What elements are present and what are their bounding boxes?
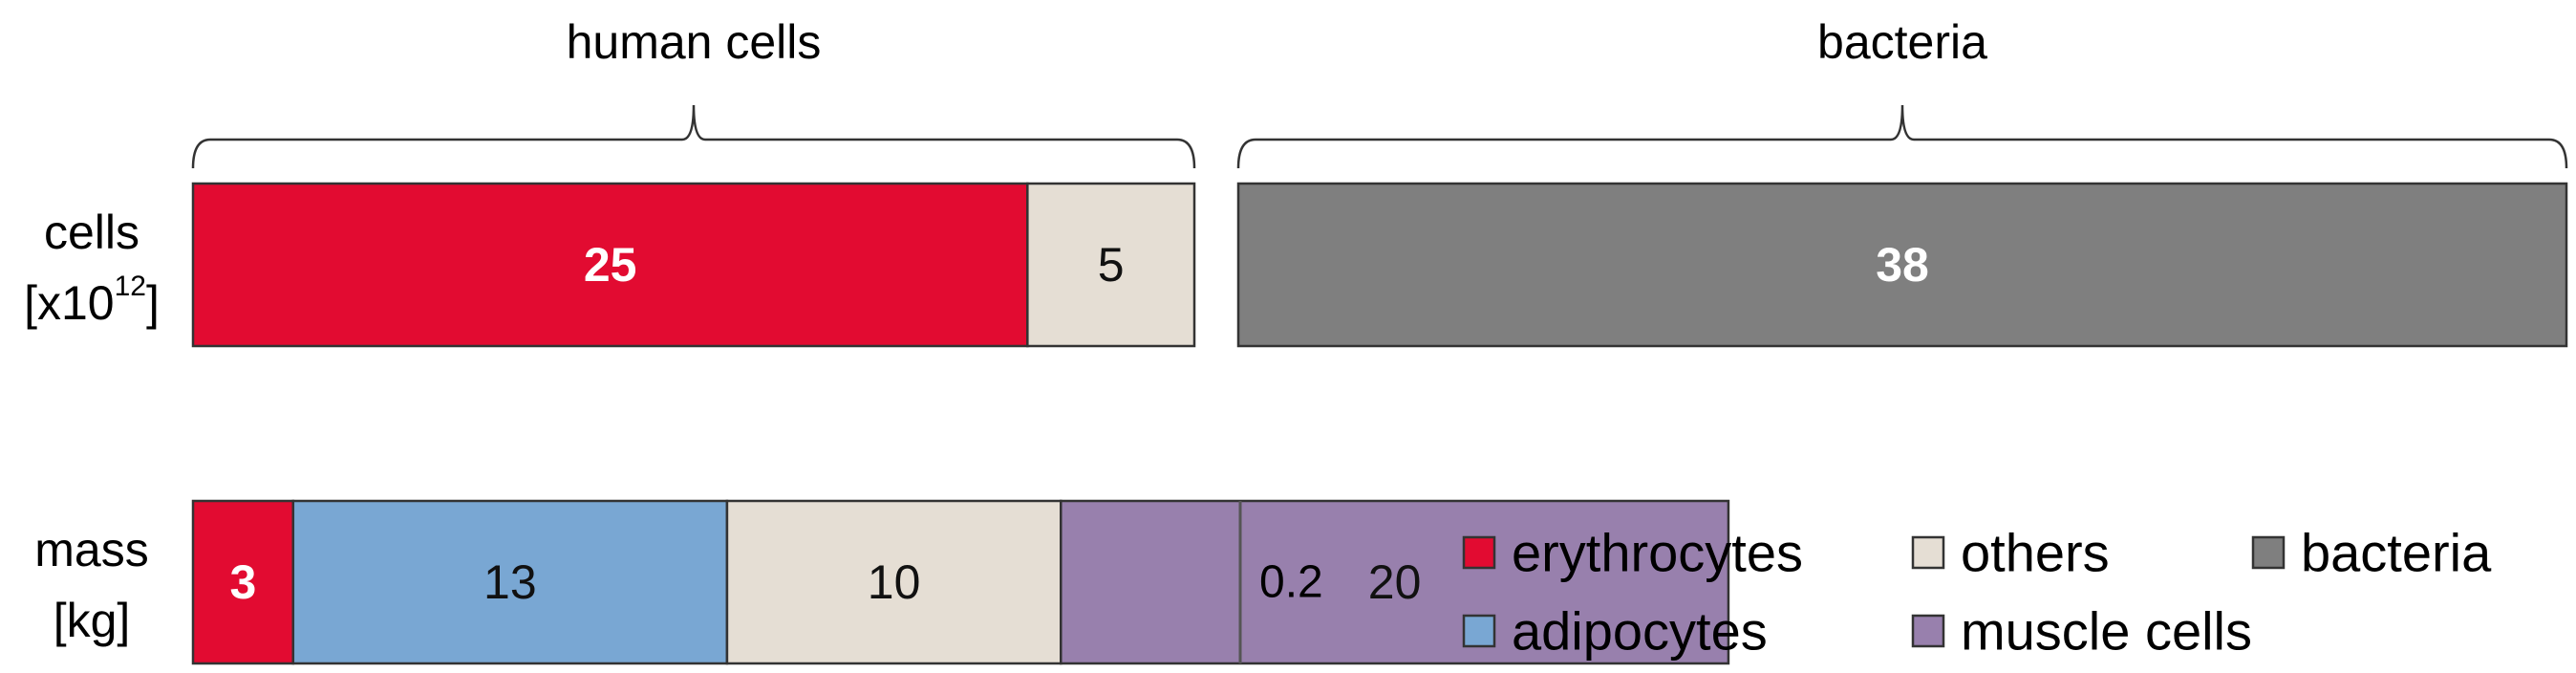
legend-item-muscle-cells: muscle cells [1911, 601, 2252, 662]
legend-item-adipocytes: adipocytes [1462, 601, 1768, 662]
legend-swatch-bacteria [2251, 535, 2286, 570]
data-label-mass-others: 10 [868, 555, 921, 609]
bar-cells-human-erythrocytes [191, 182, 1029, 348]
bar-cells-bacteria-bacteria [1236, 182, 2568, 348]
legend-label-erythrocytes: erythrocytes [1512, 523, 1803, 583]
group-braces [191, 104, 2568, 169]
legend-item-bacteria: bacteria [2251, 523, 2492, 583]
row-unit-prefix: [kg] [54, 594, 131, 647]
bacteria-mass-note: 0.2 [1238, 501, 1323, 663]
legend-label-muscle-cells: muscle cells [1961, 601, 2252, 662]
data-label-mass-erythrocytes: 3 [229, 555, 256, 609]
group-labels: human cells bacteria [567, 15, 1988, 69]
legend-label-adipocytes: adipocytes [1512, 601, 1768, 662]
data-label-cells-others: 5 [1098, 238, 1125, 292]
brace-bacteria [1236, 104, 2568, 169]
row-unit-prefix: [x10 [24, 276, 115, 330]
data-label-mass-muscle-cells: 20 [1368, 555, 1422, 609]
legend-label-bacteria: bacteria [2301, 523, 2492, 583]
bar-cells-human-others [1026, 182, 1196, 348]
stacked-bars: 25 5 38 3 13 10 20 [191, 182, 2568, 665]
legend-swatch-erythrocytes [1462, 535, 1496, 570]
row-labels: cells [x1012] mass [kg] [24, 206, 160, 647]
legend-item-erythrocytes: erythrocytes [1462, 523, 1803, 583]
row-unit-mass: [kg] [54, 594, 131, 647]
legend: erythrocytes others bacteria adipocytes musc… [1462, 523, 2492, 662]
legend-swatch-adipocytes [1462, 614, 1496, 648]
row-label-cells: cells [44, 206, 140, 259]
data-label-mass-adipocytes: 13 [483, 555, 537, 609]
row-label-mass: mass [34, 523, 148, 576]
group-label-human-cells: human cells [567, 15, 822, 69]
legend-label-others: others [1961, 523, 2110, 583]
brace-human-cells [191, 104, 1196, 169]
legend-swatch-muscle-cells [1911, 614, 1945, 648]
bar-mass-human-others [725, 499, 1063, 665]
data-label-cells-bacteria: 38 [1876, 238, 1929, 292]
row-unit-suffix: ] [146, 276, 160, 330]
row-unit-cells: [x1012] [24, 271, 160, 331]
bar-mass-human-muscle-cells [1060, 499, 1730, 665]
row-unit-exponent: 12 [115, 271, 146, 302]
data-label-mass-bacteria: 0.2 [1259, 557, 1323, 608]
data-label-cells-erythrocytes: 25 [584, 238, 637, 292]
group-label-bacteria: bacteria [1817, 15, 1987, 69]
bar-mass-human-adipocytes [291, 499, 729, 665]
legend-swatch-others [1911, 535, 1945, 570]
legend-item-others: others [1911, 523, 2110, 583]
